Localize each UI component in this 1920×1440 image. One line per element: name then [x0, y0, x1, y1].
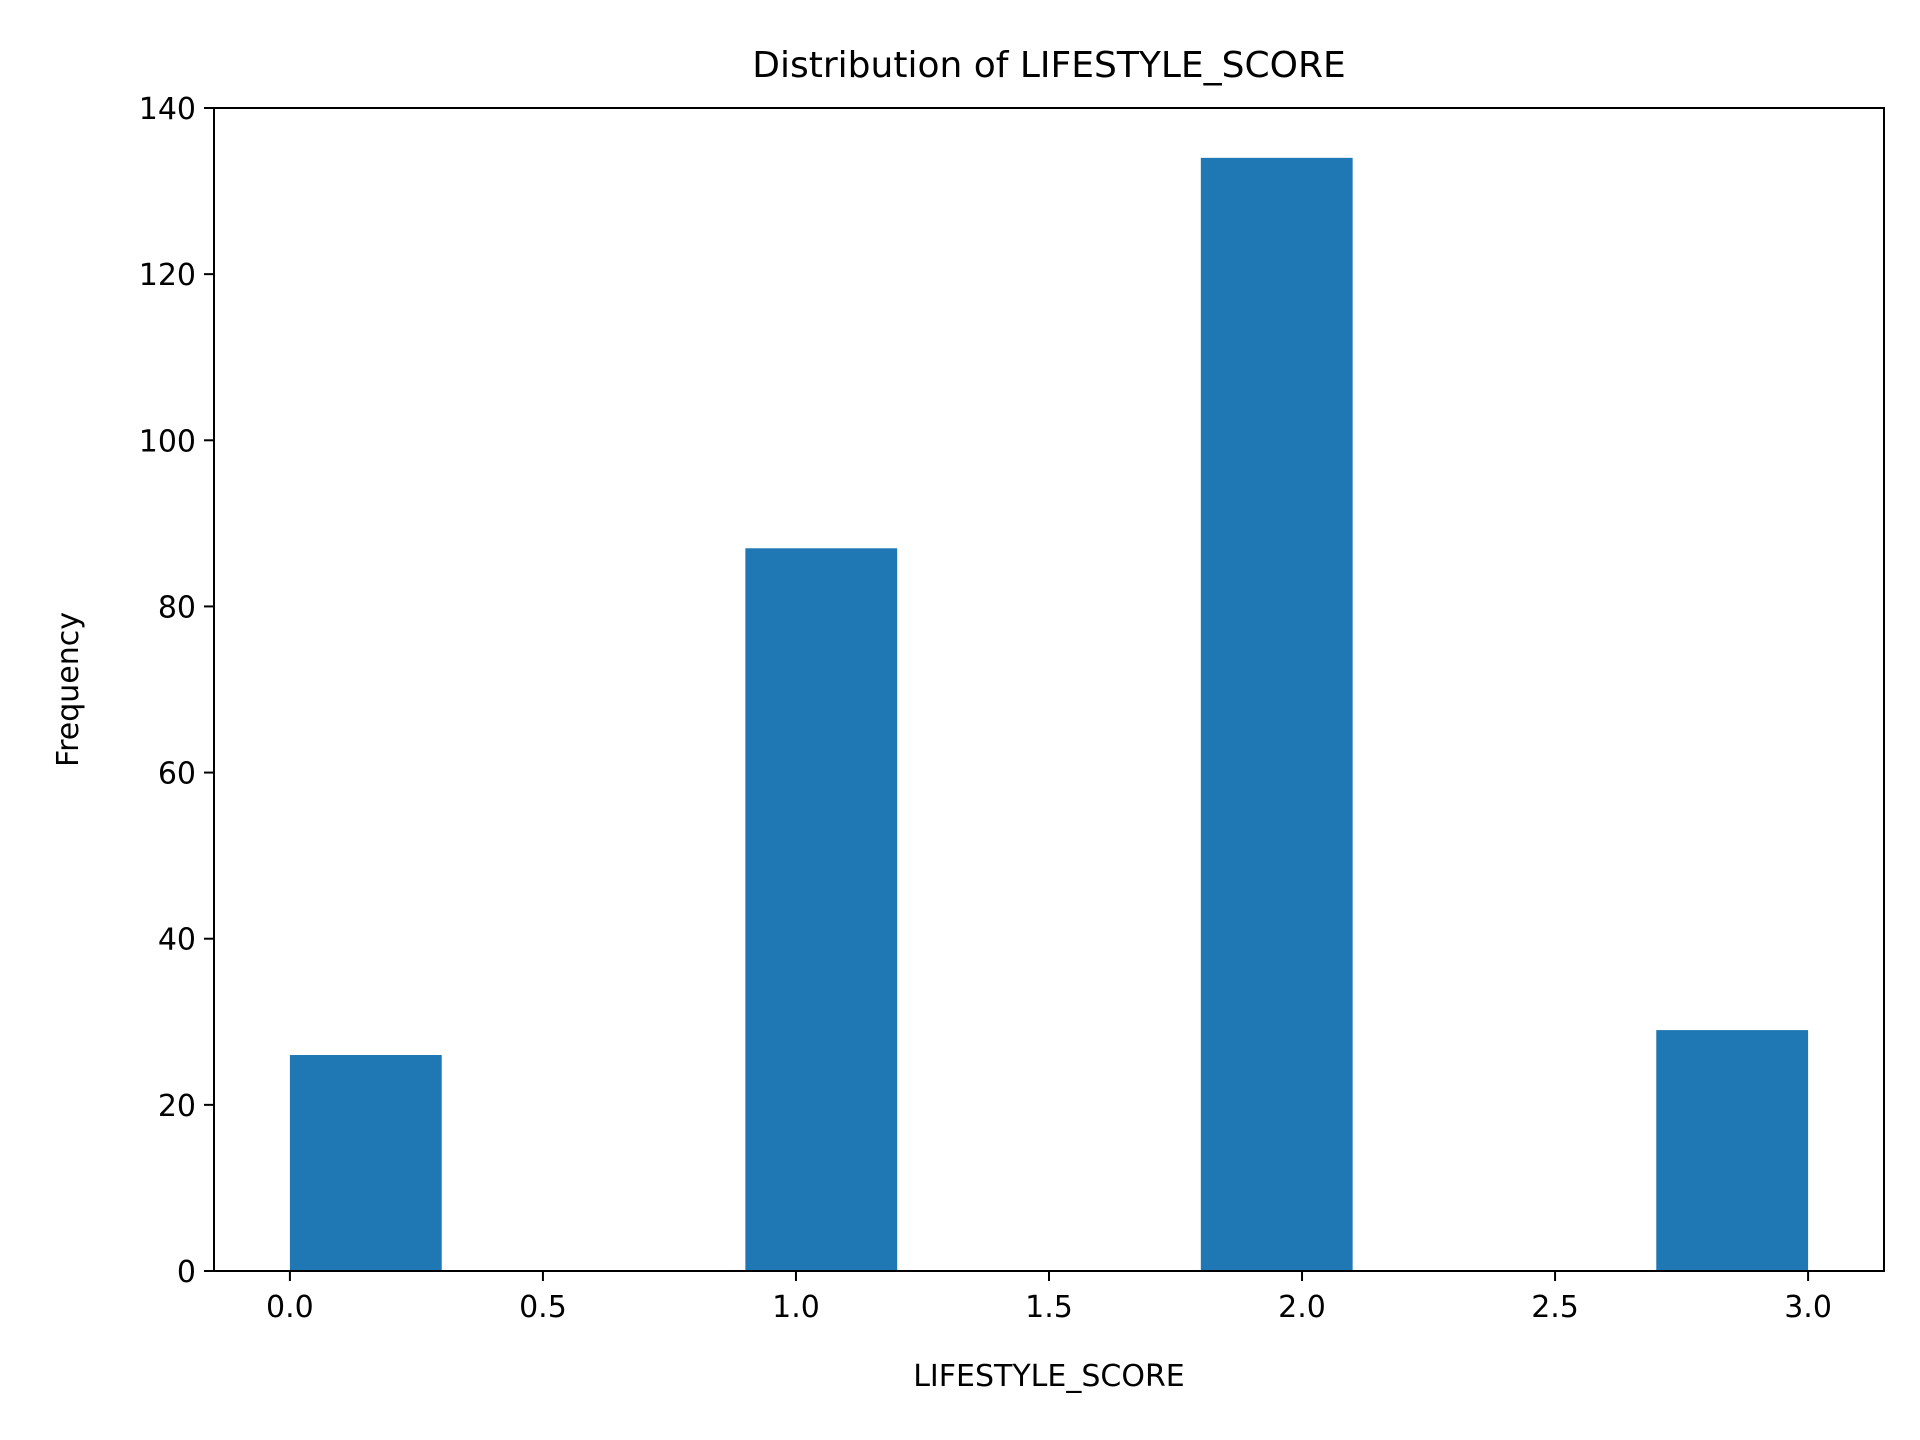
plot-area: 0.0 0.5 1.0 1.5 2.0 2.5 3.0 0 20 40 60 80 100 120 140	[139, 92, 1885, 1325]
y-tick-label: 60	[158, 757, 196, 792]
x-tick-label: 0.5	[519, 1290, 567, 1325]
x-tick-label: 2.0	[1278, 1290, 1326, 1325]
y-tick-label: 40	[158, 923, 196, 958]
x-tick-label: 1.5	[1025, 1290, 1073, 1325]
y-tick-label: 80	[158, 590, 196, 625]
x-tick-label: 1.0	[772, 1290, 820, 1325]
chart-title: Distribution of LIFESTYLE_SCORE	[752, 45, 1345, 86]
histogram-bar-0	[289, 1055, 442, 1271]
y-tick-label: 120	[139, 258, 196, 293]
x-axis-ticks: 0.0 0.5 1.0 1.5 2.0 2.5 3.0	[266, 1271, 1832, 1325]
histogram-bar-6	[1200, 157, 1353, 1271]
x-tick-label: 3.0	[1784, 1290, 1832, 1325]
histogram-bar-3	[745, 548, 898, 1271]
x-tick-label: 0.0	[266, 1290, 314, 1325]
x-axis-label: LIFESTYLE_SCORE	[913, 1359, 1185, 1394]
histogram-bar-9	[1656, 1030, 1809, 1271]
y-tick-label: 100	[139, 424, 196, 459]
x-tick-label: 2.5	[1531, 1290, 1579, 1325]
y-tick-label: 20	[158, 1089, 196, 1124]
y-axis-label: Frequency	[51, 612, 86, 767]
bars-layer	[289, 157, 1809, 1271]
y-tick-label: 0	[177, 1255, 196, 1290]
y-axis-ticks: 0 20 40 60 80 100 120 140	[139, 92, 214, 1290]
y-tick-label: 140	[139, 92, 196, 127]
